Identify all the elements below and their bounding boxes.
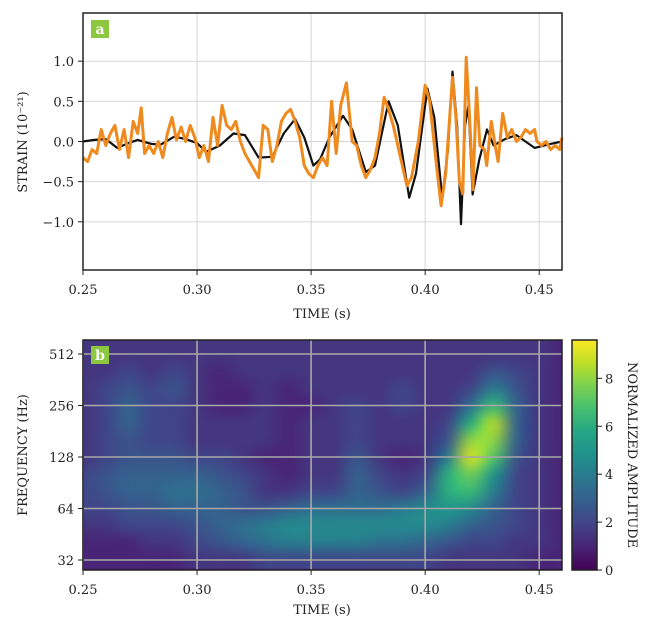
y-tick-label: 64: [57, 503, 74, 518]
bottom-x-axis-title: TIME (s): [293, 603, 351, 618]
colorbar-tick-label: 6: [605, 420, 613, 435]
colorbar-title: NORMALIZED AMPLITUDE: [624, 362, 639, 548]
panel-a-label: a: [95, 22, 104, 38]
colorbar: [571, 339, 598, 571]
top-y-axis-title: STRAIN (10⁻²¹): [16, 91, 31, 192]
y-tick-label: −0.5: [42, 176, 74, 191]
y-tick-label: 32: [57, 554, 74, 569]
panel-a-badge: [91, 20, 109, 38]
x-tick-label: 0.35: [297, 583, 326, 598]
y-tick-label: 256: [49, 400, 74, 415]
y-tick-label: 512: [49, 348, 74, 363]
panel-b-badge: [91, 346, 109, 364]
panel-b-label: b: [95, 348, 105, 364]
x-tick-label: 0.45: [525, 583, 554, 598]
colorbar-tick-label: 4: [605, 468, 613, 483]
strain-panel: 0.25 0.30 0.35 0.40 0.45 1.0 0.5 0.0 −0.5 −1.0: [42, 12, 564, 298]
x-tick-label: 0.25: [69, 583, 98, 598]
series-line-data: [82, 55, 564, 208]
y-tick-label: 128: [49, 451, 74, 466]
x-tick-label: 0.45: [525, 283, 554, 298]
x-tick-label: 0.25: [69, 283, 98, 298]
x-tick-label: 0.40: [411, 583, 440, 598]
colorbar-tick-label: 0: [605, 564, 613, 579]
top-x-axis-title: TIME (s): [293, 307, 351, 322]
y-tick-label: −1.0: [42, 216, 74, 231]
top-plot-frame: [82, 12, 563, 271]
bottom-y-axis-title: FREQUENCY (Hz): [16, 394, 31, 516]
x-tick-label: 0.35: [297, 283, 326, 298]
spectrogram-panel: 0.25 0.30 0.35 0.40 0.45 512 256 128 64 32 0 2 4 6 8: [49, 339, 613, 598]
x-tick-label: 0.30: [183, 283, 212, 298]
y-tick-label: 0.0: [53, 136, 74, 151]
spectrogram-heatmap: [83, 340, 562, 570]
y-tick-label: 0.5: [53, 95, 74, 110]
colorbar-tick-label: 8: [605, 372, 613, 387]
x-tick-label: 0.30: [183, 583, 212, 598]
colorbar-tick-label: 2: [605, 516, 613, 531]
x-tick-label: 0.40: [411, 283, 440, 298]
bottom-plot-frame: [82, 339, 563, 571]
y-tick-label: 1.0: [53, 55, 74, 70]
